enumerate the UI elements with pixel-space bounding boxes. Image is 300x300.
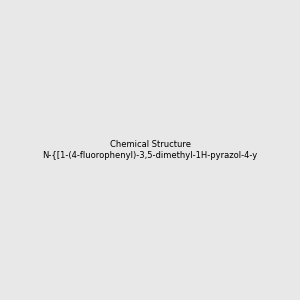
Text: Chemical Structure
N-{[1-(4-fluorophenyl)-3,5-dimethyl-1H-pyrazol-4-y: Chemical Structure N-{[1-(4-fluorophenyl… [42,140,258,160]
